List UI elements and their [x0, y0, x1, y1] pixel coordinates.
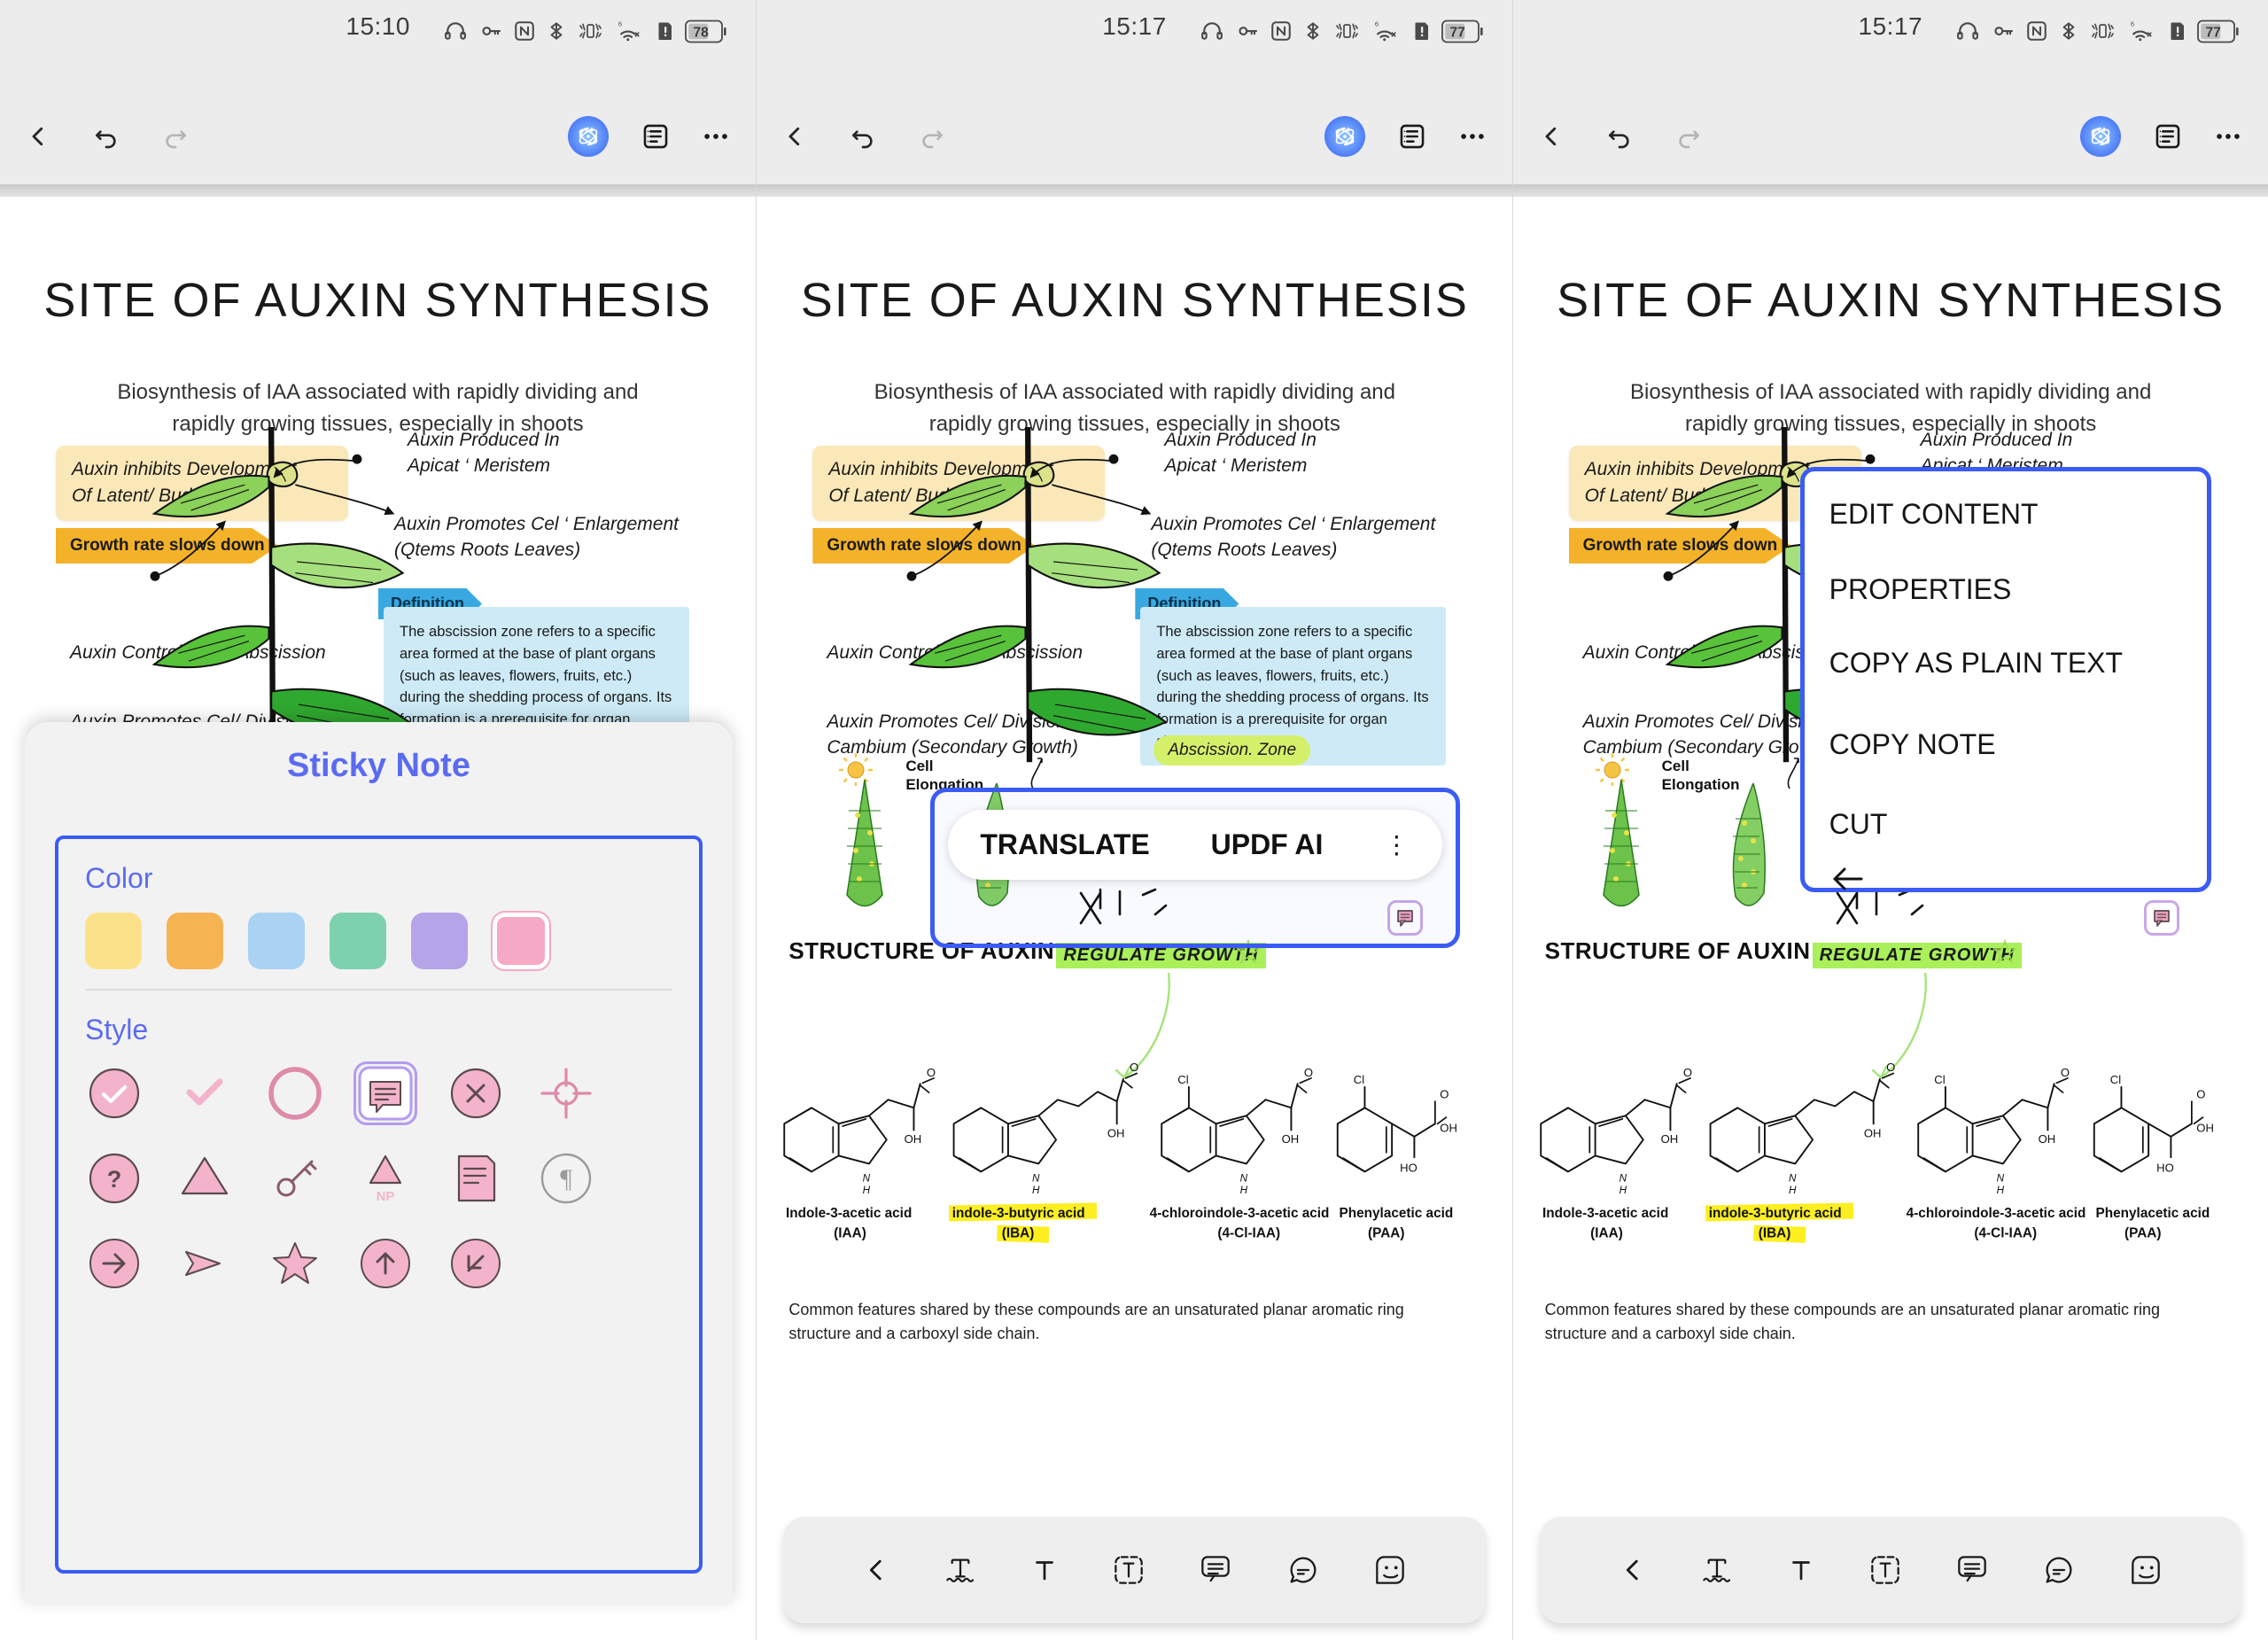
svg-text:OH: OH — [1441, 1121, 1458, 1134]
svg-text:Cl: Cl — [1354, 1073, 1364, 1086]
svg-text:(4-Cl-IAA): (4-Cl-IAA) — [1218, 1225, 1281, 1240]
svg-text:H: H — [1619, 1185, 1627, 1196]
svg-text:OH: OH — [1282, 1132, 1300, 1146]
svg-text:O: O — [2196, 1087, 2205, 1100]
svg-text:77: 77 — [2205, 25, 2220, 40]
svg-text:NP: NP — [377, 1189, 395, 1204]
svg-text:Phenylacetic acid: Phenylacetic acid — [1340, 1206, 1454, 1221]
svg-text:OH: OH — [905, 1132, 922, 1146]
svg-text:HO: HO — [2156, 1161, 2174, 1174]
svg-text:N: N — [863, 1172, 871, 1184]
svg-text:Indole-3-acetic acid: Indole-3-acetic acid — [786, 1206, 912, 1221]
svg-text:indole-3-butyric acid: indole-3-butyric acid — [952, 1206, 1085, 1221]
svg-text:H: H — [1996, 1185, 2004, 1196]
svg-text:6: 6 — [1375, 20, 1379, 28]
svg-text:O: O — [927, 1066, 936, 1079]
svg-text:4-chloroindole-3-acetic acid: 4-chloroindole-3-acetic acid — [1150, 1206, 1330, 1221]
svg-text:N: N — [1240, 1172, 1248, 1184]
svg-text:6: 6 — [618, 20, 622, 28]
svg-text:OH: OH — [1864, 1127, 1882, 1140]
svg-text:OH: OH — [2196, 1121, 2214, 1134]
svg-text:Cl: Cl — [1178, 1073, 1189, 1086]
svg-text:O: O — [1886, 1061, 1895, 1074]
svg-text:(PAA): (PAA) — [2124, 1225, 2161, 1240]
svg-text:OH: OH — [1107, 1127, 1125, 1140]
svg-text:H: H — [863, 1185, 871, 1196]
svg-text:(IBA): (IBA) — [1002, 1225, 1035, 1240]
svg-text:77: 77 — [1449, 25, 1464, 40]
svg-text:¶: ¶ — [560, 1164, 572, 1193]
svg-text:N: N — [1996, 1172, 2004, 1184]
svg-text:O: O — [1304, 1066, 1313, 1079]
svg-text:(IAA): (IAA) — [835, 1225, 867, 1240]
svg-text:N: N — [1619, 1172, 1627, 1184]
svg-text:6: 6 — [2131, 20, 2134, 28]
svg-text:Phenylacetic acid: Phenylacetic acid — [2095, 1206, 2210, 1221]
svg-text:O: O — [1441, 1087, 1449, 1100]
svg-text:O: O — [2061, 1066, 2070, 1079]
svg-text:N: N — [1032, 1172, 1040, 1184]
svg-text:Cl: Cl — [2109, 1073, 2120, 1086]
svg-text:indole-3-butyric acid: indole-3-butyric acid — [1708, 1206, 1841, 1221]
svg-text:?: ? — [107, 1166, 122, 1193]
svg-text:Indole-3-acetic acid: Indole-3-acetic acid — [1542, 1206, 1668, 1221]
svg-text:78: 78 — [694, 25, 710, 40]
svg-text:H: H — [1032, 1185, 1040, 1196]
svg-text:H: H — [1240, 1185, 1248, 1196]
svg-text:(4-Cl-IAA): (4-Cl-IAA) — [1974, 1225, 2037, 1240]
svg-text:OH: OH — [1660, 1132, 1678, 1146]
svg-text:(IAA): (IAA) — [1590, 1225, 1623, 1240]
svg-text:HO: HO — [1400, 1161, 1418, 1174]
svg-text:(IBA): (IBA) — [1758, 1225, 1790, 1240]
svg-text:O: O — [1130, 1061, 1138, 1074]
svg-text:4-chloroindole-3-acetic acid: 4-chloroindole-3-acetic acid — [1906, 1206, 2085, 1221]
svg-text:OH: OH — [2038, 1132, 2055, 1146]
svg-text:(PAA): (PAA) — [1368, 1225, 1404, 1240]
svg-text:Cl: Cl — [1934, 1073, 1945, 1086]
svg-text:H: H — [1789, 1185, 1797, 1196]
svg-text:N: N — [1789, 1172, 1797, 1184]
svg-text:O: O — [1683, 1066, 1692, 1079]
